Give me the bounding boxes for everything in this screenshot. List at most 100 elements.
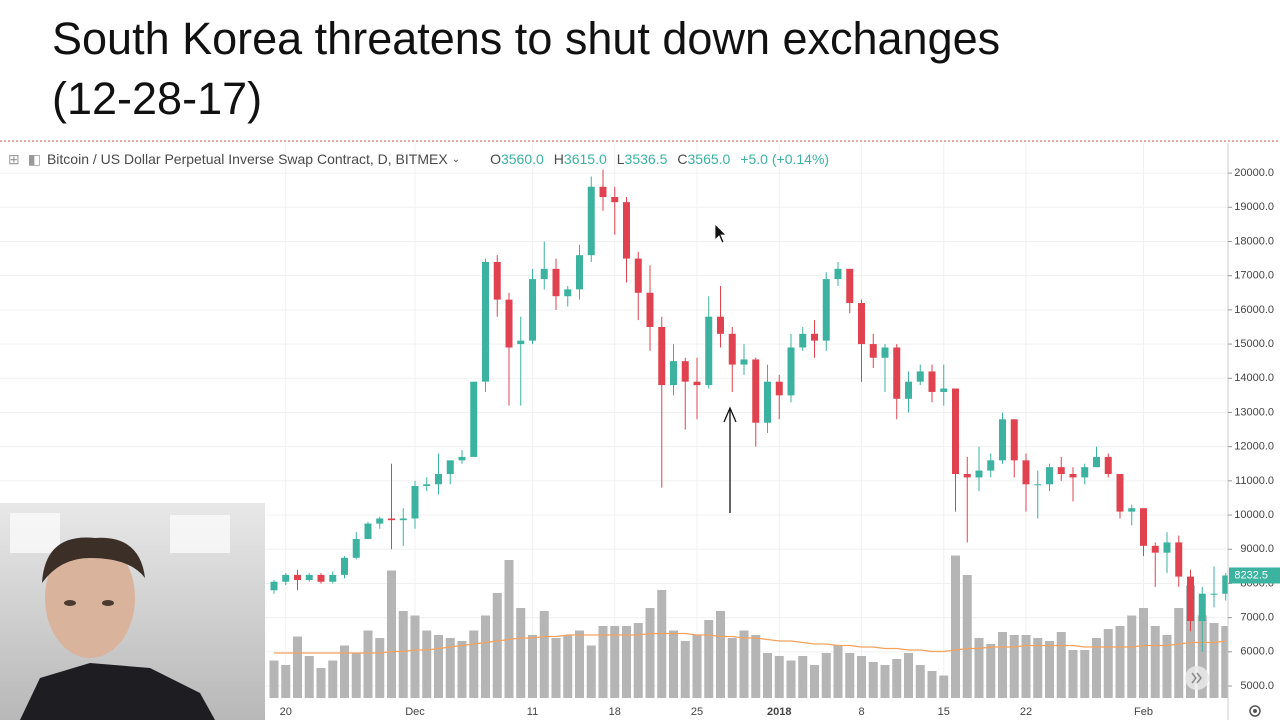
candle-body [1128, 508, 1136, 512]
candle-body [611, 197, 619, 203]
ohlc-value: 3560.0 [500, 151, 544, 167]
candle-body [1057, 467, 1065, 475]
volume-bar [1174, 608, 1184, 698]
candle-body [846, 268, 854, 304]
webcam [0, 503, 265, 720]
volume-bar [951, 555, 960, 698]
candle-body [928, 371, 936, 392]
candle-body [822, 279, 830, 341]
candle-body [305, 574, 313, 581]
candle-body [270, 581, 278, 591]
volume-bar [810, 665, 819, 698]
y-tick-label: 17000.0 [1234, 270, 1274, 282]
volume-bar [387, 570, 396, 698]
candle-body [352, 538, 360, 558]
candle-body [423, 484, 431, 486]
candle-body [376, 518, 384, 524]
axis-layer: 5000.06000.07000.08000.09000.010000.0110… [280, 167, 1280, 718]
y-tick-label: 10000.0 [1234, 509, 1274, 521]
candle-body [881, 347, 889, 358]
candle-body [1175, 542, 1183, 577]
dropdown[interactable]: ⌄ [451, 153, 461, 165]
last-price-label: 8232.5 [1234, 569, 1268, 581]
candle-layer [270, 169, 1230, 652]
y-tick-label: 15000.0 [1234, 338, 1274, 350]
volume-bar [1092, 638, 1101, 698]
symbol-legend: ⊞ ◧ Bitcoin / US Dollar Perpetual Invers… [0, 149, 839, 169]
candle-body [916, 371, 924, 382]
x-tick-label: 20 [280, 706, 292, 718]
candle-body [717, 316, 724, 334]
ohlc-label: C [677, 151, 688, 167]
volume-bar [598, 626, 608, 698]
candle-body [1187, 576, 1194, 622]
x-tick-label: 8 [858, 706, 864, 718]
candle-body [858, 303, 865, 345]
volume-bar [363, 630, 373, 698]
volume-bar [563, 635, 573, 698]
candle-body [811, 333, 818, 341]
candle-body [1140, 508, 1147, 546]
volume-bar [304, 656, 314, 698]
candle-body [317, 574, 325, 582]
ohlc-value: 3565.0 [687, 151, 731, 167]
candle-body [728, 333, 736, 365]
candle-body [388, 518, 395, 521]
candle-body [999, 419, 1006, 461]
y-tick-label: 20000.0 [1234, 167, 1274, 179]
annotation-arrow [723, 406, 737, 513]
ohlc-value: 3615.0 [563, 151, 607, 167]
settings-icon[interactable] [1249, 705, 1261, 717]
last-price-tag [1229, 567, 1280, 584]
volume-bar [269, 660, 279, 698]
ohlc-label: L [616, 151, 625, 167]
candle-body [1081, 467, 1089, 478]
volume-bar [845, 653, 855, 698]
volume-bar [293, 636, 302, 698]
candle-body [975, 470, 983, 478]
candle-body [775, 381, 783, 396]
candle-body [787, 347, 795, 396]
candle-body [634, 258, 642, 293]
volume-bar [680, 641, 690, 698]
candle-body [646, 292, 654, 327]
volume-bar [469, 630, 479, 698]
candle-body [1104, 456, 1112, 475]
volume-ma-line [274, 632, 1226, 654]
symbol: Bitcoin / US Dollar Perpetual Inverse Sw… [46, 151, 448, 167]
candle-body [552, 268, 560, 297]
x-tick-label: 15 [938, 706, 950, 718]
volume-bar [516, 608, 526, 698]
volume-bar [1021, 635, 1031, 698]
volume-bar [892, 659, 902, 698]
scroll-button[interactable] [1185, 666, 1209, 690]
volume-bar [1127, 615, 1137, 698]
candle-body [411, 485, 419, 519]
candle-body [482, 262, 489, 382]
candle-body [341, 557, 348, 575]
candle-body [940, 388, 948, 392]
candle-body [529, 279, 536, 341]
volume-bar [1080, 650, 1090, 698]
volume-bar [586, 645, 596, 698]
volume-bar [1139, 608, 1148, 698]
candle-body [493, 262, 501, 300]
volume-bar [692, 635, 702, 698]
volume-bar [375, 638, 385, 698]
candle-body [987, 460, 995, 471]
volume-bar [1009, 635, 1019, 698]
candle-body [1151, 545, 1159, 553]
x-tick-label: 22 [1020, 706, 1032, 718]
candle-body [799, 333, 807, 348]
volume-bar [457, 641, 467, 698]
candle-body [1222, 575, 1230, 594]
volume-bar [622, 626, 631, 698]
volume-bar [1103, 629, 1113, 698]
expand-icon[interactable]: ⊞ [8, 150, 20, 167]
candle-body [623, 202, 630, 259]
volume-bar [739, 630, 749, 698]
price-axis [1228, 143, 1280, 720]
cursor [714, 223, 727, 244]
ohlc-value: 3536.5 [624, 151, 668, 167]
